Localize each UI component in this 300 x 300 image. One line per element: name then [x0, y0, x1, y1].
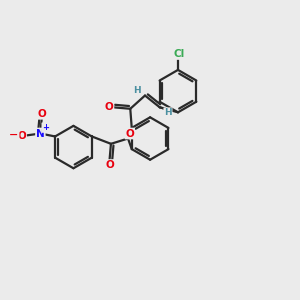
- Text: O: O: [125, 128, 134, 139]
- Text: O: O: [38, 109, 46, 119]
- Text: +: +: [42, 123, 49, 132]
- Text: N: N: [36, 128, 45, 139]
- Text: O: O: [17, 131, 26, 141]
- Text: −: −: [9, 129, 19, 140]
- Text: H: H: [133, 86, 141, 95]
- Text: O: O: [105, 102, 113, 112]
- Text: H: H: [164, 108, 172, 117]
- Text: O: O: [105, 160, 114, 170]
- Text: Cl: Cl: [174, 49, 185, 59]
